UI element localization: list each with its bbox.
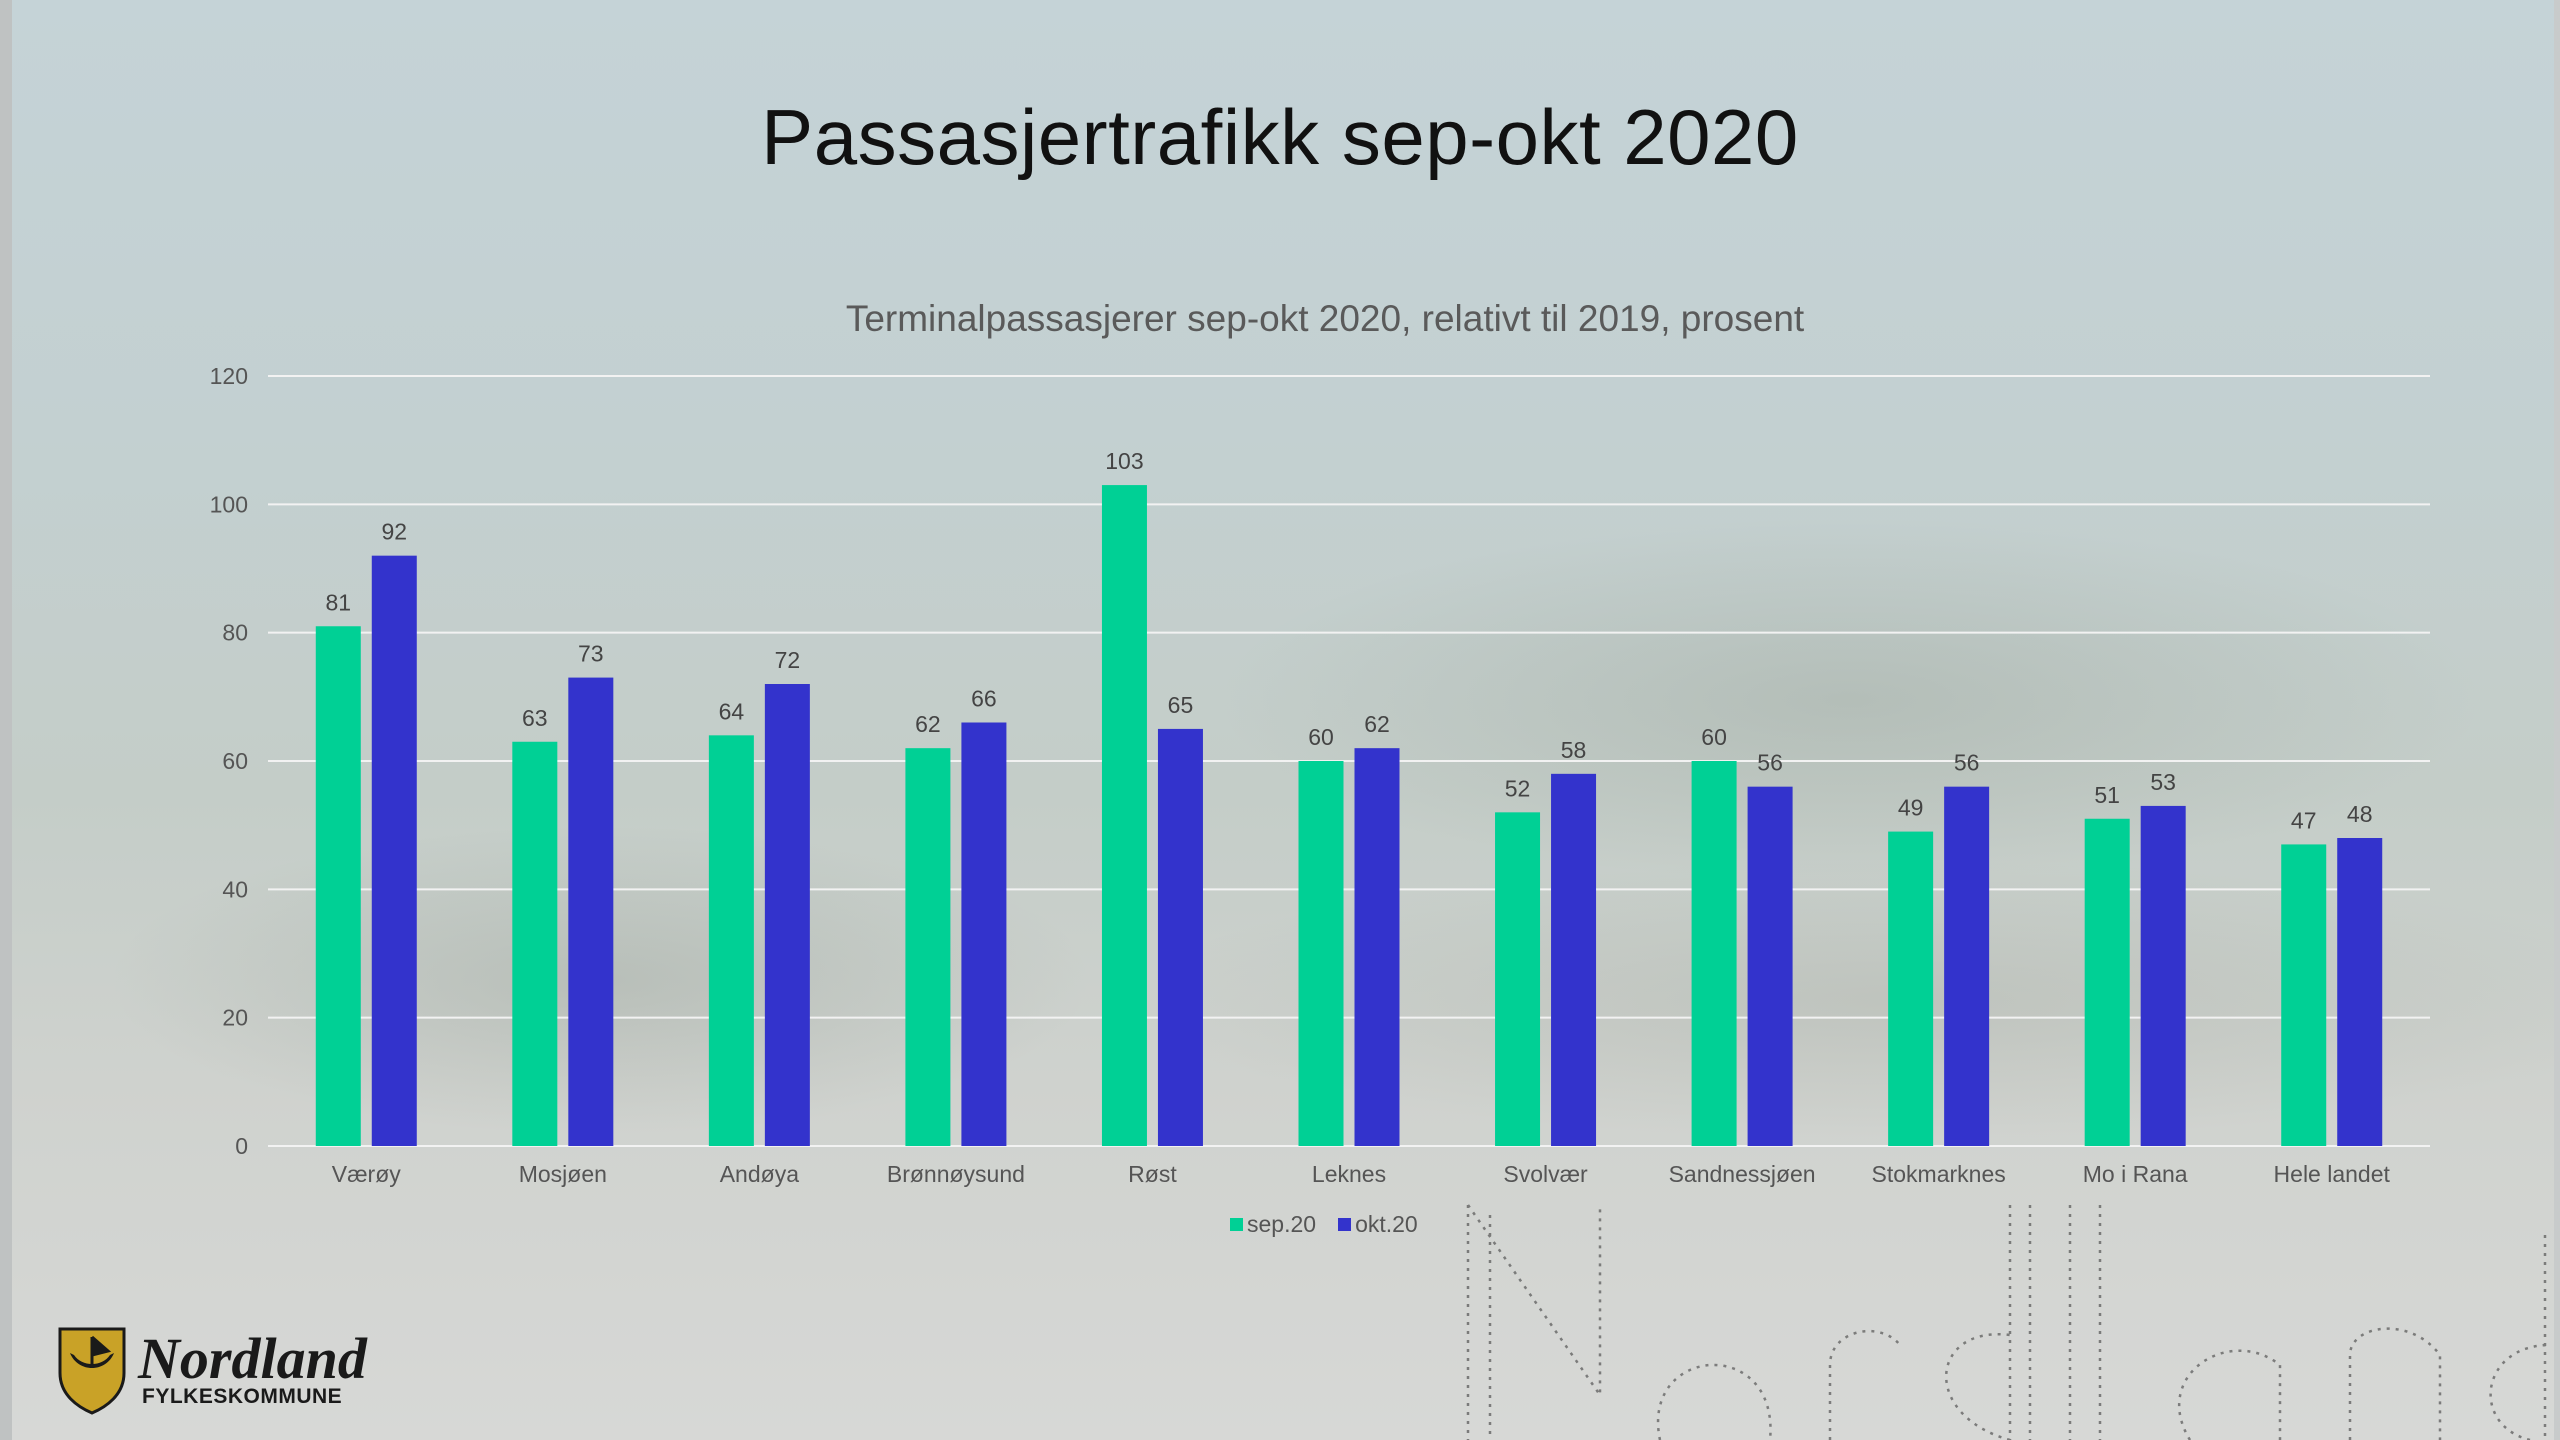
data-label: 73	[578, 641, 604, 667]
logo-wordmark: Nordland	[138, 1326, 367, 1391]
legend-swatch-sep	[1230, 1218, 1243, 1231]
x-tick-label: Svolvær	[1503, 1161, 1588, 1187]
data-label: 60	[1701, 724, 1727, 750]
bar-sep	[1691, 761, 1737, 1146]
chart-legend: sep.20 okt.20	[1230, 1211, 1418, 1238]
x-tick-label: Hele landet	[2274, 1161, 2391, 1187]
bar-sep	[708, 735, 754, 1146]
bar-okt	[961, 722, 1007, 1146]
data-label: 65	[1168, 692, 1194, 718]
x-tick-label: Sandnessjøen	[1669, 1161, 1816, 1187]
x-tick-label: Stokmarknes	[1872, 1161, 2006, 1187]
window-edge-left	[0, 0, 12, 1440]
data-label: 92	[381, 519, 407, 545]
data-label: 62	[1364, 711, 1390, 737]
data-label: 52	[1505, 775, 1531, 801]
bar-sep	[1298, 761, 1344, 1146]
data-label: 53	[2150, 769, 2176, 795]
legend-label-okt: okt.20	[1355, 1211, 1418, 1237]
chart-title: Terminalpassasjerer sep-okt 2020, relati…	[845, 298, 1805, 339]
data-label: 72	[775, 647, 801, 673]
y-tick-label: 40	[222, 876, 248, 902]
data-label: 49	[1898, 795, 1924, 821]
bar-okt	[1551, 773, 1597, 1146]
bar-okt	[371, 555, 417, 1146]
bar-sep	[512, 741, 558, 1146]
y-tick-label: 80	[222, 620, 248, 646]
y-tick-label: 60	[222, 748, 248, 774]
logo-subtitle: FYLKESKOMMUNE	[142, 1385, 343, 1408]
window-edge-right	[2554, 0, 2560, 1440]
data-label: 62	[915, 711, 941, 737]
bar-okt	[2337, 838, 2383, 1146]
data-label: 47	[2291, 807, 2317, 833]
y-tick-label: 0	[235, 1133, 248, 1159]
y-tick-label: 120	[210, 363, 248, 389]
x-tick-label: Mo i Rana	[2083, 1161, 2188, 1187]
bar-sep	[1101, 485, 1147, 1146]
y-tick-label: 100	[210, 491, 248, 517]
bar-sep	[315, 626, 361, 1146]
data-label: 66	[971, 686, 997, 712]
data-label: 56	[1757, 750, 1783, 776]
x-tick-label: Værøy	[332, 1161, 402, 1187]
data-label: 56	[1954, 750, 1980, 776]
x-tick-label: Mosjøen	[519, 1161, 607, 1187]
nordland-logo: Nordland FYLKESKOMMUNE	[56, 1325, 367, 1415]
data-label: 63	[522, 705, 548, 731]
bar-okt	[1354, 748, 1400, 1146]
data-label: 64	[719, 698, 745, 724]
x-tick-label: Andøya	[720, 1161, 799, 1187]
x-tick-label: Brønnøysund	[887, 1161, 1025, 1187]
slide-title: Passasjertrafikk sep-okt 2020	[761, 93, 1799, 181]
data-label: 51	[2094, 782, 2120, 808]
bar-sep	[1888, 831, 1934, 1146]
data-label: 48	[2347, 801, 2373, 827]
legend-item-sep: sep.20	[1230, 1211, 1316, 1238]
nordland-watermark-graphic	[1466, 1204, 2551, 1440]
x-tick-label: Røst	[1128, 1161, 1177, 1187]
coat-of-arms-icon	[58, 1327, 126, 1415]
data-label: 81	[325, 589, 351, 615]
legend-item-okt: okt.20	[1338, 1211, 1418, 1238]
data-label: 103	[1105, 448, 1143, 474]
bar-okt	[2140, 805, 2186, 1146]
bar-okt	[1747, 786, 1793, 1146]
bar-okt	[764, 684, 810, 1146]
legend-label-sep: sep.20	[1247, 1211, 1317, 1237]
legend-swatch-okt	[1338, 1218, 1352, 1231]
bar-sep	[2281, 844, 2327, 1146]
x-tick-label: Leknes	[1312, 1161, 1386, 1187]
bar-okt	[1157, 728, 1203, 1146]
bar-okt	[1944, 786, 1990, 1146]
y-tick-label: 20	[222, 1005, 248, 1031]
bar-sep	[2084, 818, 2130, 1146]
data-label: 58	[1561, 737, 1587, 763]
bar-sep	[905, 748, 951, 1146]
bar-sep	[1495, 812, 1541, 1146]
bar-okt	[568, 677, 614, 1146]
data-label: 60	[1308, 724, 1334, 750]
